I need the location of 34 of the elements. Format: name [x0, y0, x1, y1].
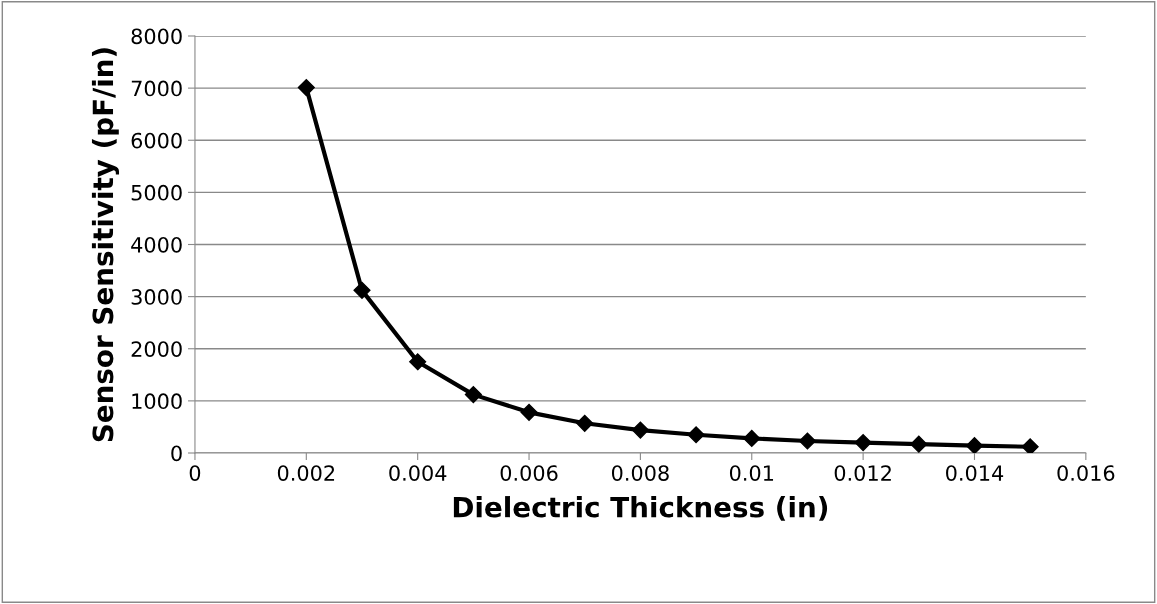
x-axis-title: Dielectric Thickness (in)	[453, 496, 828, 521]
y-axis-title: Sensor Sensitivity (pF/in)	[91, 48, 120, 442]
x-tick-label: 0.002	[277, 465, 335, 481]
point	[520, 403, 538, 421]
point	[576, 414, 594, 432]
y-tick-label: 6000	[131, 132, 182, 149]
x-tick-label: 0.004	[389, 465, 447, 481]
x-tick-label: 0.006	[500, 465, 558, 481]
y-tick-label: 2000	[131, 341, 182, 357]
point	[965, 437, 984, 453]
y-tick-label: 1000	[132, 393, 182, 410]
point	[854, 434, 872, 452]
x-tick-label: 0.01	[729, 465, 774, 481]
y-tick-label: 5000	[131, 184, 182, 201]
x-tick-label: 0.008	[611, 465, 669, 481]
point	[464, 386, 482, 404]
point	[631, 421, 649, 439]
x-tick-label: 0.016	[1057, 465, 1115, 481]
point	[743, 429, 761, 447]
point	[297, 79, 315, 97]
point	[910, 435, 928, 453]
point	[409, 353, 427, 371]
x-tick-label: 0.014	[946, 465, 1004, 481]
point	[687, 426, 705, 444]
y-tick-label: 4000	[131, 236, 182, 253]
point	[798, 432, 816, 450]
x-tick-label: 0	[189, 465, 201, 481]
x-tick-label: 0.012	[834, 465, 891, 481]
y-tick-label: 0	[171, 445, 182, 462]
y-tick-label: 8000	[131, 28, 182, 45]
point	[353, 281, 371, 299]
point	[1021, 438, 1039, 453]
y-tick-label: 3000	[131, 289, 182, 305]
y-tick-label: 7000	[131, 80, 182, 97]
